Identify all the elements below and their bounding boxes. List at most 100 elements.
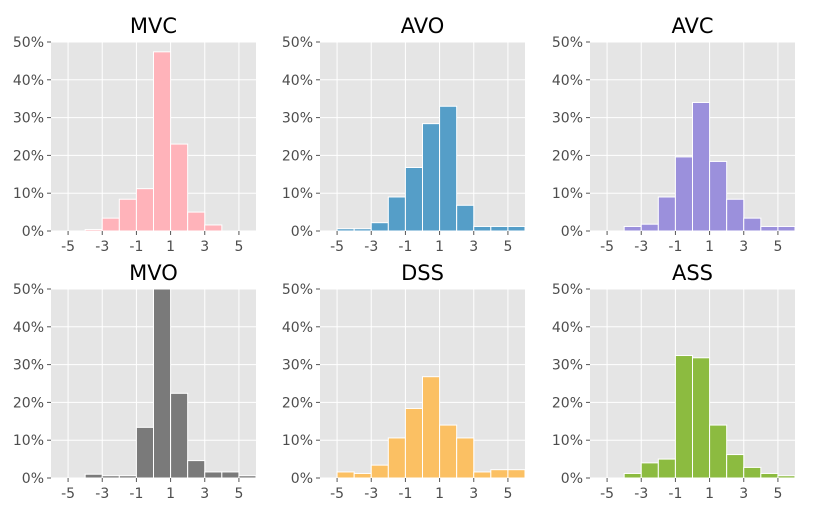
- histogram-bar: [238, 475, 257, 479]
- x-tick-label: -3: [364, 486, 378, 502]
- y-tick-label: 10%: [282, 186, 313, 202]
- histogram-bar: [118, 198, 137, 232]
- histogram-bar: [84, 473, 103, 479]
- histogram-bar: [692, 357, 711, 479]
- y-tick-label: 0%: [291, 224, 313, 240]
- histogram-bar: [118, 475, 137, 479]
- x-tick-label: 5: [773, 486, 782, 502]
- y-tick-label: 30%: [552, 358, 583, 374]
- histogram-bar: [674, 355, 694, 479]
- histogram-bar: [204, 471, 223, 479]
- histogram-bar: [726, 198, 745, 232]
- histogram-bar: [760, 225, 779, 232]
- histogram-bar: [387, 437, 406, 479]
- y-tick-label: 20%: [13, 148, 44, 164]
- y-tick-label: 20%: [13, 395, 44, 411]
- x-tick-label: -1: [398, 486, 412, 502]
- y-tick-label: 10%: [13, 186, 44, 202]
- histogram-bar: [743, 217, 762, 232]
- x-tick-label: 3: [739, 239, 748, 255]
- histogram-bar: [153, 288, 172, 479]
- y-tick-label: 40%: [13, 320, 44, 336]
- histogram-bar: [657, 196, 676, 232]
- y-tick-label: 30%: [552, 111, 583, 127]
- x-tick-label: -3: [634, 239, 648, 255]
- x-tick-label: -1: [668, 239, 682, 255]
- panel-ass: 0% 10% 20% 30% 40% 50% -5 -3 -1 1 3 5 ASS: [552, 261, 796, 502]
- x-tick-label: -3: [634, 486, 648, 502]
- x-tick-label: -1: [668, 486, 682, 502]
- histogram-bar: [473, 471, 492, 479]
- chart-title: MVC: [130, 14, 177, 38]
- x-tick-label: 1: [435, 239, 444, 255]
- y-tick-label: 20%: [282, 148, 313, 164]
- x-tick-label: -1: [129, 239, 143, 255]
- y-tick-label: 40%: [282, 73, 313, 89]
- histogram-bar: [490, 225, 509, 232]
- histogram-bar: [456, 437, 475, 479]
- x-tick-label: -5: [600, 486, 614, 502]
- y-tick-label: 40%: [552, 320, 583, 336]
- histogram-bar: [336, 228, 355, 232]
- y-tick-label: 10%: [282, 433, 313, 449]
- histogram-bar: [674, 156, 694, 232]
- x-tick-label: 3: [200, 486, 209, 502]
- histogram-bar: [709, 424, 728, 479]
- histogram-bar: [490, 469, 509, 479]
- histogram-bar: [422, 123, 441, 232]
- x-tick-label: 1: [705, 239, 714, 255]
- histogram-bar: [640, 462, 659, 479]
- y-tick-label: 0%: [22, 471, 44, 487]
- histogram-bar: [187, 211, 206, 232]
- x-tick-label: -1: [129, 486, 143, 502]
- y-tick-label: 20%: [552, 148, 583, 164]
- panel-mvc: 0% 10% 20% 30% 40% 50% -5 -3 -1 1 3 5 MVC: [13, 14, 256, 255]
- histogram-bar: [507, 469, 526, 479]
- y-tick-label: 10%: [552, 433, 583, 449]
- y-tick-label: 0%: [561, 224, 583, 240]
- y-tick-label: 0%: [22, 224, 44, 240]
- histogram-bar: [135, 188, 155, 232]
- x-tick-label: 1: [435, 486, 444, 502]
- x-tick-label: -1: [398, 239, 412, 255]
- chart-title: AVO: [401, 14, 445, 38]
- histogram-bar: [84, 228, 103, 232]
- histogram-bar: [353, 228, 372, 232]
- y-tick-label: 40%: [552, 73, 583, 89]
- y-tick-label: 30%: [13, 111, 44, 127]
- histogram-bar: [623, 472, 642, 479]
- panel-avc: 0% 10% 20% 30% 40% 50% -5 -3 -1 1 3 5 AVC: [552, 14, 796, 255]
- histogram-bar: [404, 166, 423, 232]
- y-tick-label: 50%: [282, 282, 313, 298]
- histogram-bar: [370, 222, 389, 232]
- panel-mvo: 0% 10% 20% 30% 40% 50% -5 -3 -1 1 3 5 MVO: [13, 261, 257, 502]
- histogram-bar: [439, 105, 458, 232]
- x-tick-label: 5: [234, 239, 243, 255]
- histogram-bar: [101, 217, 120, 232]
- y-tick-label: 40%: [13, 73, 44, 89]
- histogram-bar: [101, 475, 120, 479]
- panel-avo: 0% 10% 20% 30% 40% 50% -5 -3 -1 1 3 5 AVO: [282, 14, 526, 255]
- y-tick-label: 0%: [561, 471, 583, 487]
- x-tick-label: 3: [469, 239, 478, 255]
- x-tick-label: -5: [600, 239, 614, 255]
- histogram-bar: [221, 471, 240, 479]
- histogram-bar: [153, 51, 172, 232]
- y-tick-label: 50%: [282, 35, 313, 51]
- y-tick-label: 50%: [552, 282, 583, 298]
- y-tick-label: 50%: [13, 35, 44, 51]
- histogram-bar: [640, 223, 659, 232]
- y-tick-label: 20%: [282, 395, 313, 411]
- x-tick-label: 3: [739, 486, 748, 502]
- x-tick-label: -5: [330, 239, 344, 255]
- y-tick-label: 50%: [552, 35, 583, 51]
- x-tick-label: 3: [200, 239, 209, 255]
- y-tick-label: 40%: [282, 320, 313, 336]
- histogram-bar: [170, 143, 189, 232]
- histogram-bar: [473, 225, 492, 232]
- x-tick-label: -5: [61, 486, 75, 502]
- histogram-bar: [204, 224, 223, 232]
- x-tick-label: -5: [330, 486, 344, 502]
- histogram-bar: [709, 160, 728, 232]
